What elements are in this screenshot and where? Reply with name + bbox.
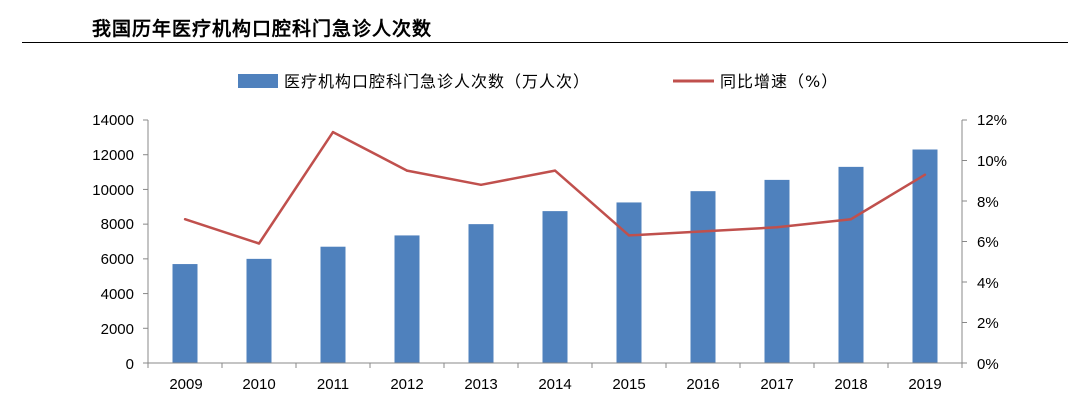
- growth-point-2017: [775, 226, 779, 229]
- x-tick: 2018: [834, 376, 867, 393]
- growth-point-2016: [701, 230, 705, 233]
- y-left-tick: 0: [126, 356, 134, 373]
- page-title: 我国历年医疗机构口腔科门急诊人次数: [92, 18, 433, 40]
- x-axis-ticks: 2009 2010 2011 2012 2013 2014 2015 2016 …: [169, 376, 941, 393]
- y-right-tick: 2%: [977, 315, 999, 332]
- growth-point-2013: [479, 183, 483, 186]
- legend-label-bar: 医疗机构口腔科门急诊人次数（万人次）: [284, 72, 590, 91]
- y-right-tick: 6%: [977, 234, 999, 251]
- y-left-tick: 8000: [101, 216, 134, 233]
- x-tick: 2011: [317, 376, 349, 393]
- bar-2010: [246, 258, 272, 363]
- y-right-tick: 8%: [977, 194, 999, 211]
- bar-2009: [172, 264, 198, 363]
- y-right-tick: 0%: [977, 356, 999, 373]
- bar-2019: [912, 149, 938, 363]
- growth-point-2018: [849, 218, 853, 221]
- growth-point-2019: [923, 173, 927, 176]
- legend-label-line: 同比增速（%）: [720, 72, 838, 91]
- legend: 医疗机构口腔科门急诊人次数（万人次） 同比增速（%）: [238, 72, 838, 91]
- axes: [143, 119, 967, 368]
- y-right-tick: 10%: [977, 153, 1007, 170]
- x-tick: 2013: [464, 376, 497, 393]
- y-left-tick: 4000: [101, 286, 134, 303]
- bar-2011: [320, 246, 346, 363]
- growth-point-2010: [257, 242, 261, 245]
- legend-swatch-bar: [238, 74, 278, 88]
- y-left-tick: 12000: [92, 147, 134, 164]
- growth-point-2015: [627, 234, 631, 237]
- growth-point-2014: [553, 169, 557, 172]
- x-tick: 2012: [390, 376, 423, 393]
- bar-2013: [468, 224, 494, 363]
- y-left-tick: 6000: [101, 251, 134, 268]
- x-tick: 2017: [760, 376, 793, 393]
- title-divider: [22, 42, 1068, 43]
- bar-2016: [690, 191, 716, 363]
- bar-2017: [764, 179, 790, 363]
- line-series: [183, 130, 927, 245]
- y-left-tick: 2000: [101, 321, 134, 338]
- x-tick: 2019: [908, 376, 941, 393]
- x-tick: 2014: [538, 376, 571, 393]
- growth-point-2009: [183, 218, 187, 221]
- y-left-tick: 10000: [92, 182, 134, 199]
- growth-point-2012: [405, 169, 409, 172]
- bar-2012: [394, 235, 420, 363]
- x-tick: 2016: [686, 376, 719, 393]
- bar-2014: [542, 211, 568, 363]
- x-tick: 2015: [612, 376, 645, 393]
- y-right-tick: 12%: [977, 112, 1007, 129]
- bar-series: [172, 149, 938, 363]
- x-tick: 2009: [169, 376, 202, 393]
- growth-point-2011: [331, 130, 335, 134]
- y-axis-left-ticks: 0 2000 4000 6000 8000 10000 12000 14000: [92, 112, 134, 373]
- y-right-tick: 4%: [977, 275, 999, 292]
- x-tick: 2010: [242, 376, 275, 393]
- y-axis-right-ticks: 0% 2% 4% 6% 8% 10% 12%: [977, 112, 1007, 373]
- y-left-tick: 14000: [92, 112, 134, 129]
- bar-2018: [838, 166, 864, 363]
